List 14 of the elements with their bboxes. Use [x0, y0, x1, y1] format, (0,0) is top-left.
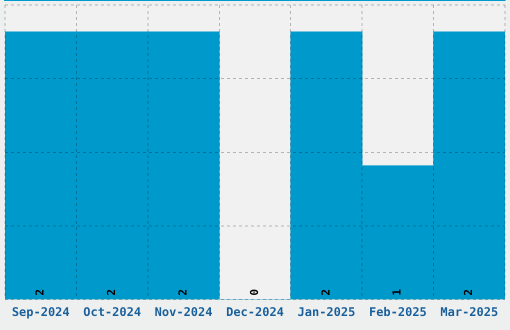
x-tick-label: Jan-2025 — [298, 304, 356, 319]
data-label: 2 — [105, 288, 118, 296]
data-label: 2 — [34, 288, 47, 296]
x-tick-label: Mar-2025 — [440, 304, 498, 319]
data-label: 2 — [319, 288, 332, 296]
data-label: 2 — [176, 288, 190, 296]
x-tick-label: Nov-2024 — [154, 304, 212, 319]
data-label: 1 — [390, 288, 404, 296]
x-tick-label: Feb-2025 — [368, 304, 427, 319]
x-tick-label: Oct-2024 — [83, 304, 142, 319]
data-label: 2 — [462, 288, 476, 296]
data-label: 0 — [248, 288, 261, 296]
x-tick-label: Dec-2024 — [226, 304, 284, 319]
x-tick-label: Sep-2024 — [12, 304, 70, 319]
